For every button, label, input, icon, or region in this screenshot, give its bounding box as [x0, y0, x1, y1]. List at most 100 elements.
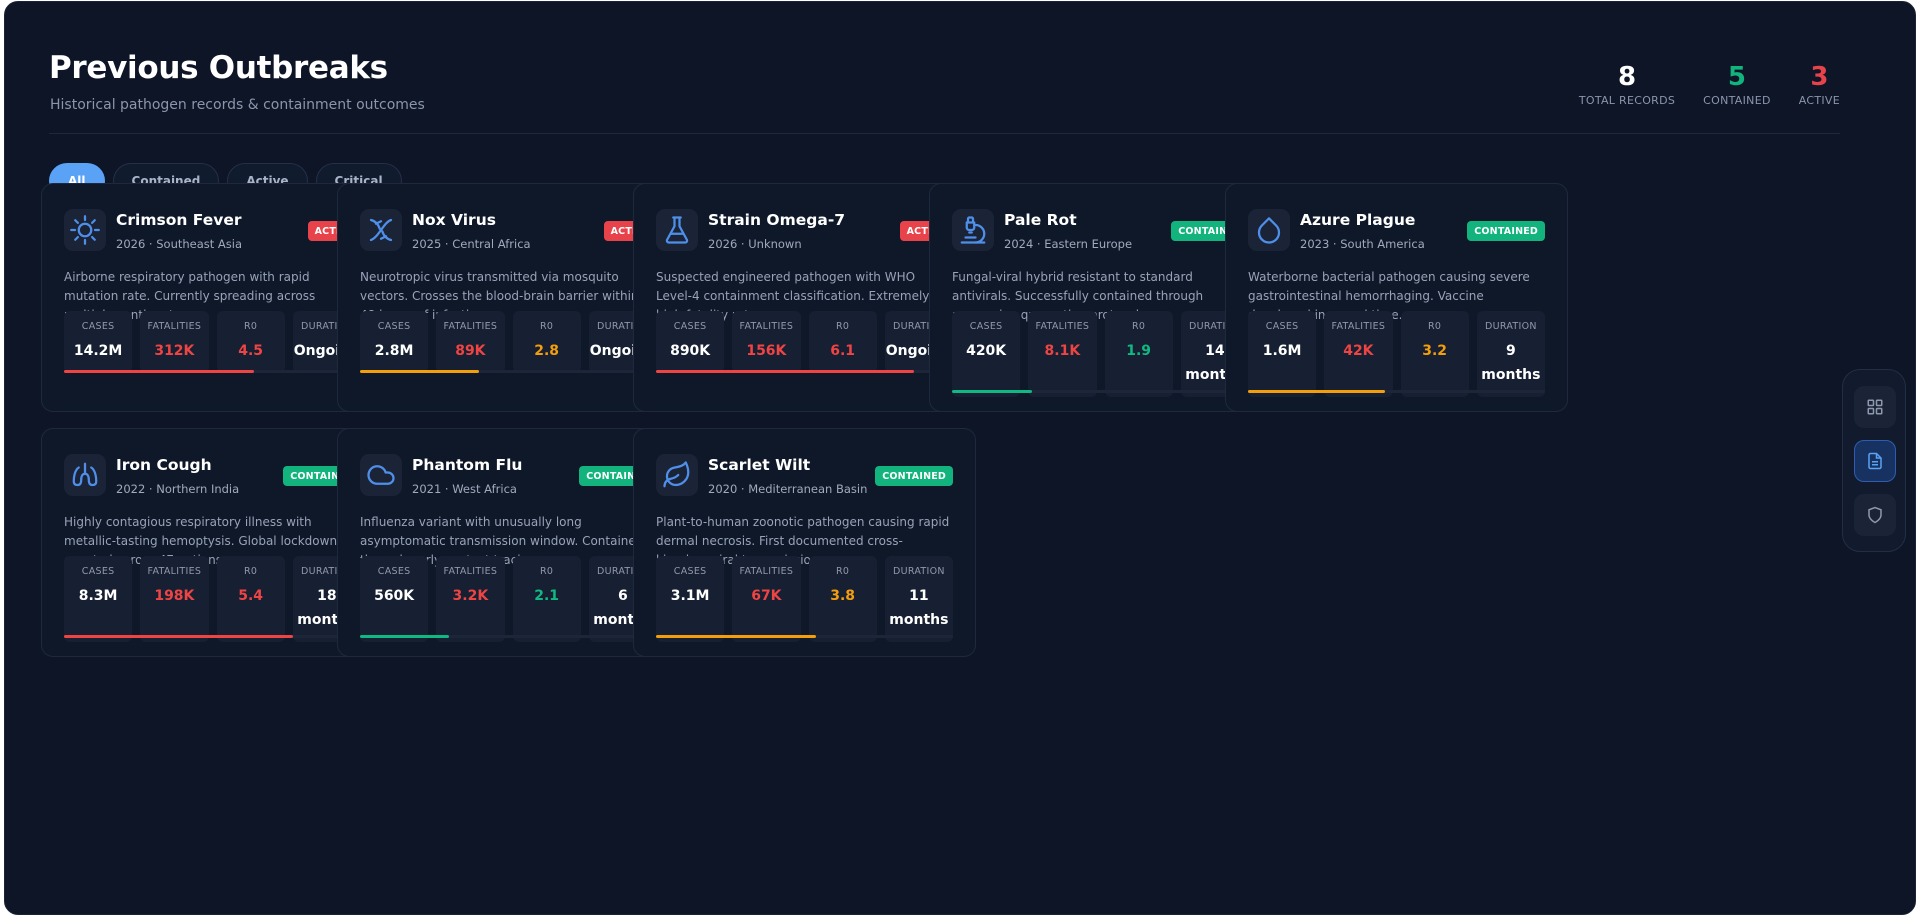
- metric-value: 14.2M: [73, 343, 123, 359]
- droplet-icon: [1257, 217, 1281, 244]
- metrics-row: CASES 890K FATALITIES 156K R0 6.1 DURATI…: [656, 311, 953, 373]
- dna-icon: [369, 218, 393, 242]
- metric-label: CASES: [377, 321, 411, 332]
- metric-value: 8.1K: [1044, 343, 1081, 359]
- outbreak-card[interactable]: Scarlet Wilt 2020 · Mediterranean Basin …: [633, 428, 976, 657]
- card-header: Crimson Fever 2026 · Southeast Asia ACTI…: [64, 209, 361, 253]
- outbreak-card[interactable]: Phantom Flu 2021 · West Africa CONTAINED…: [337, 428, 680, 657]
- status-badge: CONTAINED: [1467, 221, 1545, 241]
- metric-value: 890K: [670, 343, 711, 359]
- leaf-icon: [663, 461, 690, 488]
- stat-total-records: 8 TOTAL RECORDS: [1579, 62, 1675, 107]
- metric-r0: R0 4.5: [216, 311, 285, 373]
- outbreak-name: Iron Cough: [116, 456, 212, 474]
- severity-bar-fill: [360, 635, 450, 638]
- pathogen-icon-box: [656, 454, 698, 496]
- severity-bar-fill: [360, 370, 479, 373]
- metric-value: 2.8: [534, 343, 560, 359]
- records-view-button[interactable]: [1854, 440, 1896, 482]
- metric-cases: CASES 1.6M: [1248, 311, 1317, 397]
- metric-label: FATALITIES: [443, 321, 498, 332]
- metric-value: 560K: [374, 588, 415, 604]
- metric-label: DURATION: [300, 566, 353, 577]
- metric-label: DURATION: [300, 321, 353, 332]
- metric-label: CASES: [969, 321, 1003, 332]
- severity-bar: [64, 635, 361, 638]
- metric-cases: CASES 2.8M: [360, 311, 429, 373]
- metric-fatalities: FATALITIES 156K: [732, 311, 801, 373]
- pathogen-icon-box: [64, 454, 106, 496]
- outbreak-card[interactable]: Azure Plague 2023 · South America CONTAI…: [1225, 183, 1568, 412]
- severity-bar-fill: [952, 390, 1033, 393]
- outbreak-name: Azure Plague: [1300, 211, 1416, 229]
- pathogen-icon-box: [1248, 209, 1290, 251]
- metric-duration: DURATION 9 months: [1476, 311, 1545, 397]
- metric-fatalities: FATALITIES 3.2K: [436, 556, 505, 642]
- microscope-icon: [960, 216, 986, 244]
- metric-label: DURATION: [1484, 321, 1537, 332]
- stat-contained: 5 CONTAINED: [1703, 62, 1771, 107]
- metric-fatalities: FATALITIES 198K: [140, 556, 209, 642]
- severity-bar: [656, 635, 953, 638]
- metric-label: FATALITIES: [1035, 321, 1090, 332]
- metric-label: CASES: [1265, 321, 1299, 332]
- severity-bar: [360, 370, 657, 373]
- outbreak-card[interactable]: Nox Virus 2025 · Central Africa ACTIVE N…: [337, 183, 680, 412]
- security-view-button[interactable]: [1854, 494, 1896, 536]
- shield-icon: [1868, 506, 1882, 524]
- metric-cases: CASES 14.2M: [64, 311, 133, 373]
- metric-value: 2.1: [534, 588, 560, 604]
- metric-value: 156K: [746, 343, 787, 359]
- metric-value: 11 months: [889, 588, 949, 628]
- outbreak-meta: 2026 · Southeast Asia: [116, 237, 243, 251]
- stat-label: ACTIVE: [1798, 94, 1840, 107]
- outbreak-card[interactable]: Iron Cough 2022 · Northern India CONTAIN…: [41, 428, 384, 657]
- outbreak-card[interactable]: Pale Rot 2024 · Eastern Europe CONTAINED…: [929, 183, 1272, 412]
- outbreak-meta: 2023 · South America: [1300, 237, 1425, 251]
- metric-value: 6.1: [830, 343, 856, 359]
- severity-bar: [656, 370, 953, 373]
- metric-value: 2.8M: [374, 343, 414, 359]
- outbreak-card[interactable]: Crimson Fever 2026 · Southeast Asia ACTI…: [41, 183, 384, 412]
- metrics-row: CASES 3.1M FATALITIES 67K R0 3.8 DURATIO…: [656, 556, 953, 642]
- severity-bar-fill: [64, 635, 293, 638]
- outbreak-meta: 2022 · Northern India: [116, 482, 240, 496]
- metric-label: R0: [244, 321, 258, 332]
- metric-value: 1.9: [1126, 343, 1152, 359]
- app-window: Previous Outbreaks Historical pathogen r…: [4, 1, 1916, 915]
- stat-value: 8: [1617, 62, 1637, 92]
- stat-label: TOTAL RECORDS: [1578, 94, 1676, 107]
- metrics-row: CASES 1.6M FATALITIES 42K R0 3.2 DURATIO…: [1248, 311, 1545, 397]
- metric-r0: R0 2.1: [512, 556, 581, 642]
- pathogen-icon-box: [360, 209, 402, 251]
- metric-r0: R0 3.2: [1400, 311, 1469, 397]
- metric-r0: R0 2.8: [512, 311, 581, 373]
- pathogen-icon-box: [64, 209, 106, 251]
- card-header: Nox Virus 2025 · Central Africa ACTIVE: [360, 209, 657, 253]
- outbreak-name: Scarlet Wilt: [708, 456, 811, 474]
- metric-label: DURATION: [892, 566, 945, 577]
- metric-label: R0: [1428, 321, 1442, 332]
- severity-bar-fill: [656, 635, 817, 638]
- metric-cases: CASES 560K: [360, 556, 429, 642]
- metrics-row: CASES 8.3M FATALITIES 198K R0 5.4 DURATI…: [64, 556, 361, 642]
- outbreak-card[interactable]: Strain Omega-7 2026 · Unknown ACTIVE Sus…: [633, 183, 976, 412]
- metric-value: 4.5: [238, 343, 264, 359]
- side-toolbar: [1842, 369, 1906, 552]
- card-header: Phantom Flu 2021 · West Africa CONTAINED: [360, 454, 657, 498]
- severity-bar: [952, 390, 1249, 393]
- grid-icon: [1867, 399, 1883, 415]
- outbreak-name: Pale Rot: [1004, 211, 1077, 229]
- grid-view-button[interactable]: [1854, 386, 1896, 428]
- metric-label: R0: [244, 566, 258, 577]
- metrics-row: CASES 14.2M FATALITIES 312K R0 4.5 DURAT…: [64, 311, 361, 373]
- metric-label: CASES: [81, 321, 115, 332]
- outbreak-name: Phantom Flu: [412, 456, 523, 474]
- outbreak-meta: 2024 · Eastern Europe: [1004, 237, 1133, 251]
- metrics-row: CASES 560K FATALITIES 3.2K R0 2.1 DURATI…: [360, 556, 657, 642]
- metric-fatalities: FATALITIES 8.1K: [1028, 311, 1097, 397]
- severity-bar-fill: [1248, 390, 1385, 393]
- metric-label: FATALITIES: [443, 566, 498, 577]
- page-header: Previous Outbreaks Historical pathogen r…: [49, 2, 1840, 134]
- stat-value: 5: [1727, 62, 1746, 92]
